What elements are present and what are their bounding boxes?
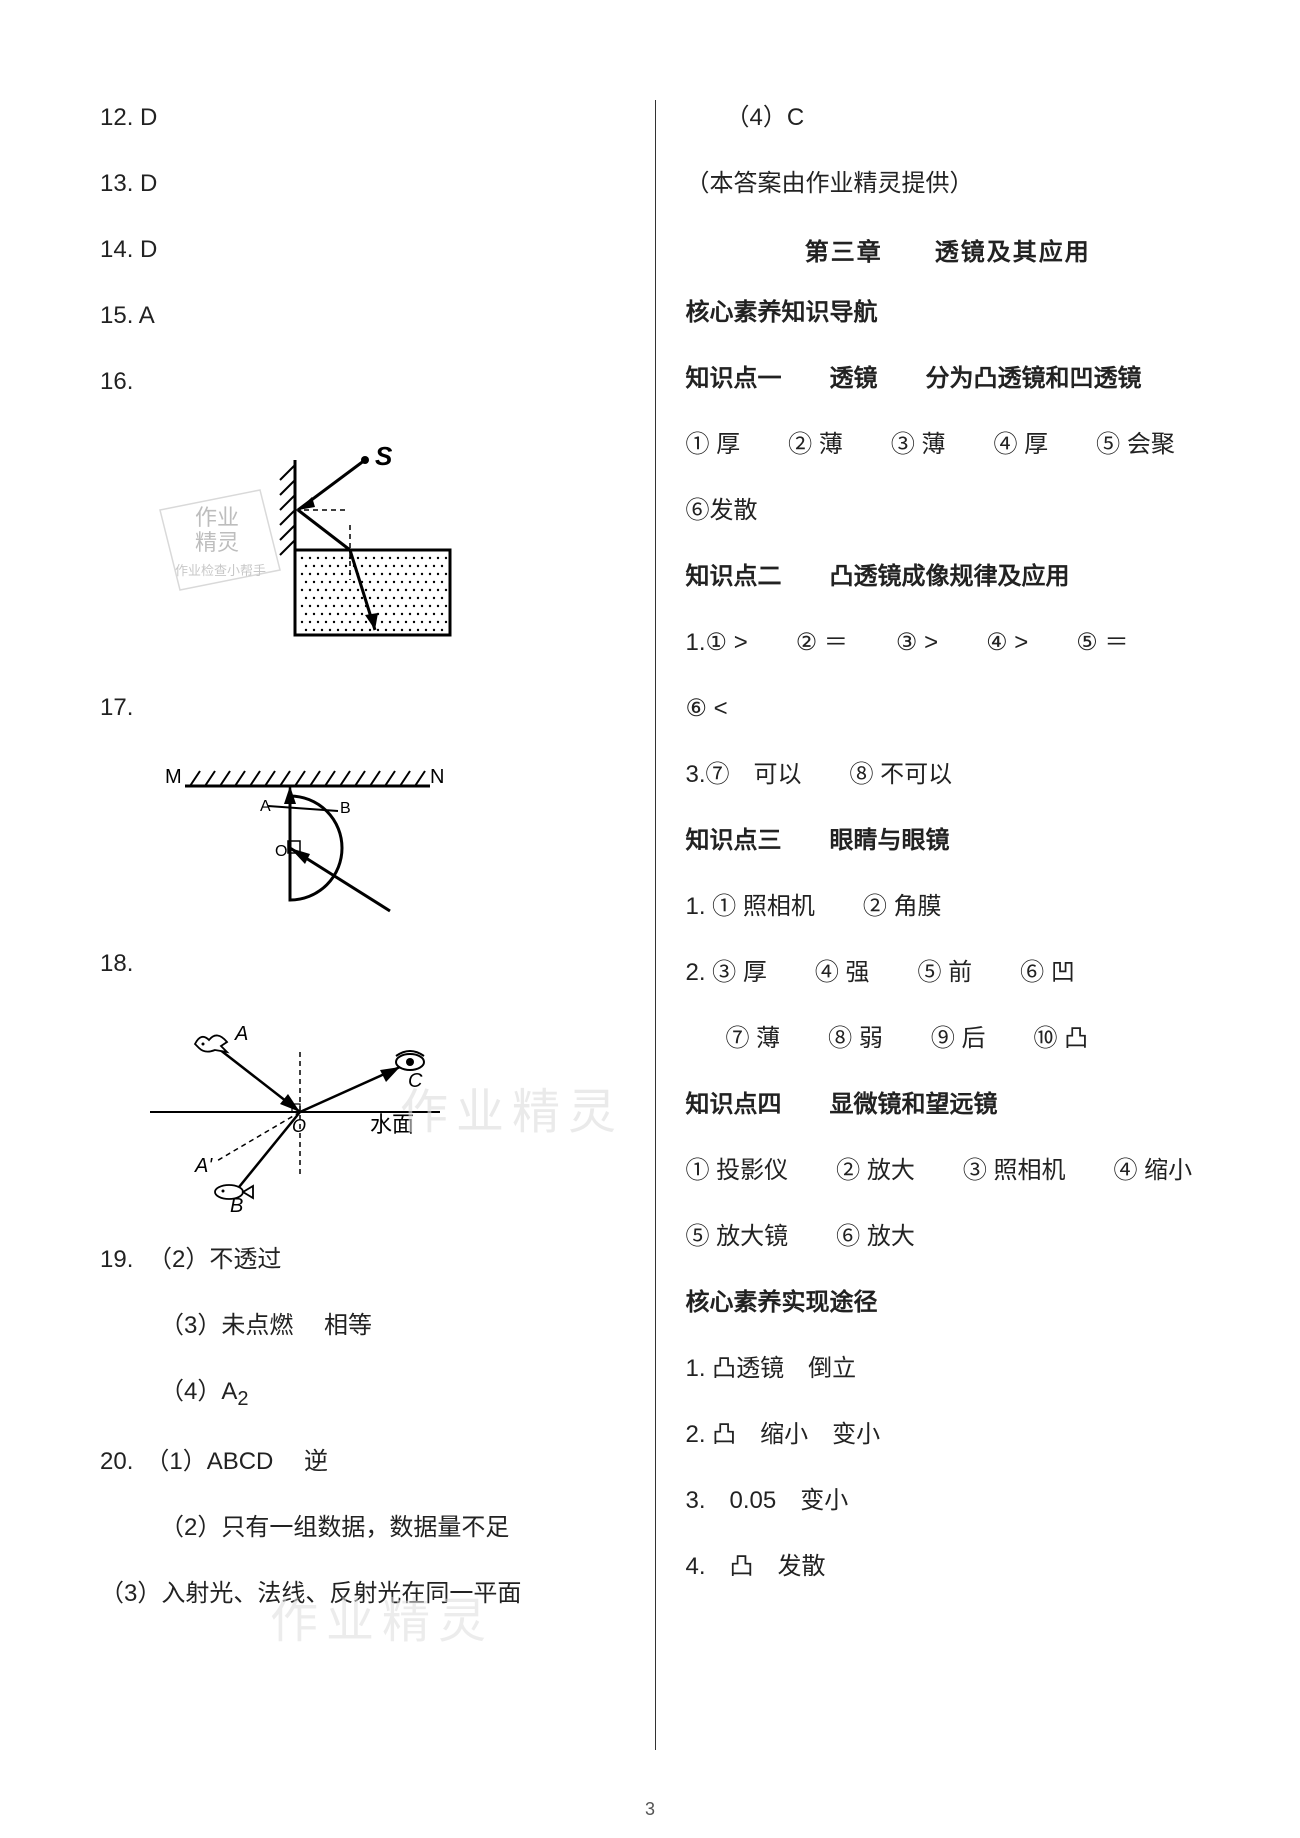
fig17-B: B [340, 800, 351, 817]
answer-15: 15. A [100, 298, 625, 334]
answer-19-3: （3）未点燃 相等 [100, 1308, 625, 1344]
path-1: 1. 凸透镜 倒立 [686, 1351, 1211, 1387]
fig16-wm2: 精灵 [195, 530, 239, 555]
kp1-line2: ⑥发散 [686, 493, 1211, 529]
fig18-Ap: A' [194, 1155, 213, 1177]
kp2-line2: ⑥ < [686, 691, 1211, 727]
fig17-M: M [165, 766, 182, 788]
kp2-title: 知识点二 凸透镜成像规律及应用 [686, 559, 1211, 595]
answer-19-2: 19. （2）不透过 [100, 1242, 625, 1278]
answer-17-label: 17. [100, 690, 625, 726]
figure-18: 水面 O [140, 1012, 625, 1212]
kp1-title: 知识点一 透镜 分为凸透镜和凹透镜 [686, 361, 1211, 397]
fig18-C: C [408, 1070, 423, 1092]
kp2-line1: 1.① > ② ＝ ③ > ④ > ⑤ ＝ [686, 625, 1211, 661]
q19-4-a: （4）A [160, 1378, 237, 1405]
figure-17: M N A B O [140, 756, 625, 916]
fig18-water: 水面 [370, 1112, 414, 1137]
fig18-A: A [234, 1023, 248, 1045]
fig16-s-label: S [375, 441, 393, 471]
q19-label: 19. [100, 1246, 133, 1273]
fig18-B: B [230, 1195, 243, 1212]
figure-16: 作业 精灵 作业检查小帮手 S [140, 430, 625, 660]
kp4-line1: ① 投影仪 ② 放大 ③ 照相机 ④ 缩小 [686, 1153, 1211, 1189]
path-2: 2. 凸 缩小 变小 [686, 1417, 1211, 1453]
q19-4-sub: 2 [237, 1388, 248, 1410]
fig16-wm1: 作业 [195, 505, 239, 530]
kp3-line3: ⑦ 薄 ⑧ 弱 ⑨ 后 ⑩ 凸 [686, 1021, 1211, 1057]
q20-3-text: （3）入射光、法线、反射光在同一平面 [100, 1580, 521, 1607]
answer-19-4: （4）A2 [100, 1374, 625, 1414]
credit-line: （本答案由作业精灵提供） [686, 166, 1211, 202]
answer-20-3: （3）入射光、法线、反射光在同一平面 作业精灵 [100, 1576, 625, 1612]
kp3-line1: 1. ① 照相机 ② 角膜 [686, 889, 1211, 925]
kp4-line2: ⑤ 放大镜 ⑥ 放大 [686, 1219, 1211, 1255]
right-column: （4）C （本答案由作业精灵提供） 第三章 透镜及其应用 核心素养知识导航 知识… [656, 100, 1231, 1750]
fig17-N: N [430, 766, 444, 788]
path-3: 3. 0.05 变小 [686, 1483, 1211, 1519]
page-number: 3 [645, 1799, 655, 1820]
kp4-title: 知识点四 显微镜和望远镜 [686, 1087, 1211, 1123]
kp3-line2: 2. ③ 厚 ④ 强 ⑤ 前 ⑥ 凹 [686, 955, 1211, 991]
q19-2-text: （2）不透过 [148, 1246, 281, 1273]
fig17-A: A [260, 798, 271, 815]
answer-20-1: 20. （1）ABCD 逆 [100, 1444, 625, 1480]
answer-20-2: （2）只有一组数据，数据量不足 [100, 1510, 625, 1546]
answer-12: 12. D [100, 100, 625, 136]
left-column: 12. D 13. D 14. D 15. A 16. 作业 精灵 作业检查小帮… [80, 100, 656, 1750]
path-4: 4. 凸 发散 [686, 1549, 1211, 1585]
answer-18-label: 18. [100, 946, 625, 982]
kp2-line3: 3.⑦ 可以 ⑧ 不可以 [686, 757, 1211, 793]
answer-14: 14. D [100, 232, 625, 268]
answer-13: 13. D [100, 166, 625, 202]
fig17-O: O [275, 843, 287, 860]
fig16-wm3: 作业检查小帮手 [175, 563, 266, 578]
section-nav: 核心素养知识导航 [686, 295, 1211, 331]
kp3-title: 知识点三 眼睛与眼镜 [686, 823, 1211, 859]
kp1-line1: ① 厚 ② 薄 ③ 薄 ④ 厚 ⑤ 会聚 [686, 427, 1211, 463]
answer-16-label: 16. [100, 364, 625, 400]
answer-4c: （4）C [686, 100, 1211, 136]
two-column-layout: 12. D 13. D 14. D 15. A 16. 作业 精灵 作业检查小帮… [80, 100, 1230, 1750]
section-path: 核心素养实现途径 [686, 1285, 1211, 1321]
chapter-title: 第三章 透镜及其应用 [686, 232, 1211, 267]
